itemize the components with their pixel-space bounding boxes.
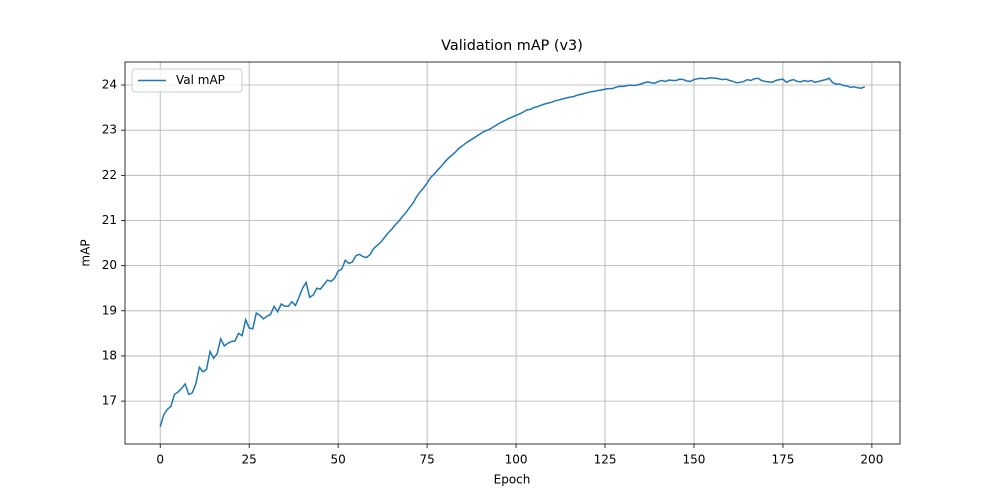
y-tick-label: 18	[102, 348, 117, 362]
y-tick-label: 21	[102, 213, 117, 227]
y-tick-label: 22	[102, 168, 117, 182]
y-axis-label: mAP	[79, 239, 93, 266]
x-tick-label: 175	[771, 453, 794, 467]
x-axis-label: Epoch	[494, 473, 531, 487]
y-tick-label: 17	[102, 394, 117, 408]
x-tick-label: 50	[331, 453, 346, 467]
legend-label: Val mAP	[176, 73, 225, 87]
x-tick-label: 25	[242, 453, 257, 467]
x-tick-label: 150	[683, 453, 706, 467]
y-tick-label: 24	[102, 78, 117, 92]
x-tick-label: 0	[156, 453, 164, 467]
x-tick-label: 75	[419, 453, 434, 467]
x-tick-label: 200	[860, 453, 883, 467]
y-tick-label: 20	[102, 258, 117, 272]
plot-frame	[124, 61, 901, 445]
y-tick-label: 23	[102, 123, 117, 137]
x-tick-label: 100	[505, 453, 528, 467]
y-tick-label: 19	[102, 303, 117, 317]
data-line	[159, 77, 866, 428]
legend-box	[131, 68, 243, 93]
chart-title: Validation mAP (v3)	[441, 38, 583, 54]
x-tick-label: 125	[594, 453, 617, 467]
